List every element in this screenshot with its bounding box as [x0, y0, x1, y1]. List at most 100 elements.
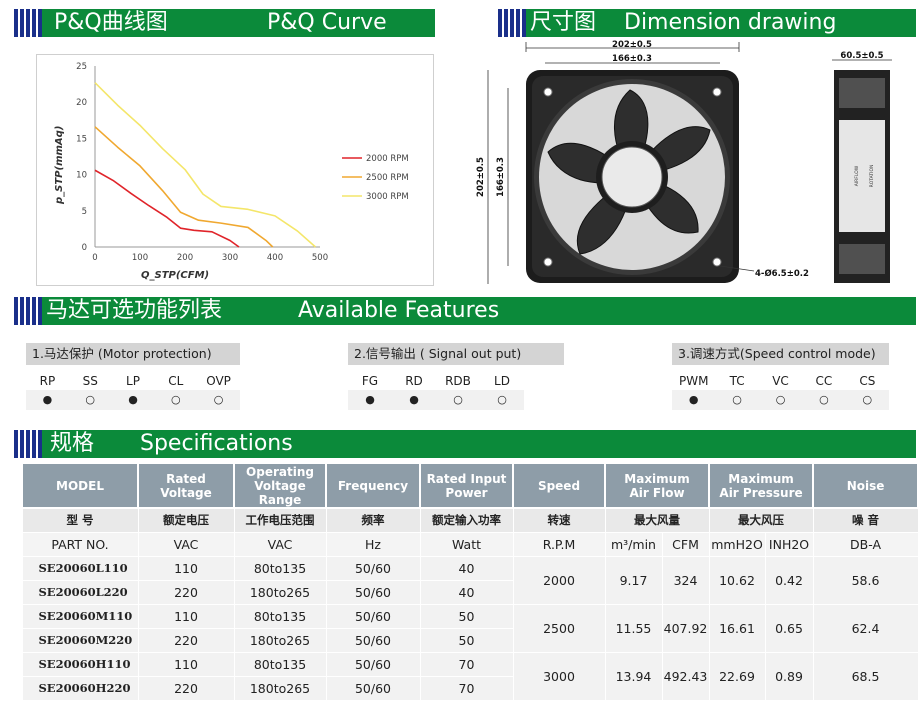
y-tick-label: 15 — [76, 134, 87, 144]
speed-cell: 3000 — [512, 651, 606, 701]
feature-unselected-dot: ○ — [758, 390, 803, 410]
part-number-cell: SE20060L110 — [21, 555, 139, 581]
unit-speed: R.P.M — [512, 531, 606, 557]
overall-height-label: 202±0.5 — [476, 157, 486, 197]
noise-cell: 58.6 — [812, 555, 919, 605]
airflow-cfm-cell: 407.92 — [661, 603, 710, 653]
rated-voltage-cell: 220 — [137, 579, 235, 605]
motor-protection-codes: RP ● SS ○ LP ● CL ○ OVP ○ — [26, 372, 240, 410]
speed-cell: 2500 — [512, 603, 606, 653]
voltage-range-cell: 80to135 — [233, 555, 327, 581]
feature-selected-dot: ● — [348, 390, 392, 410]
pressure-mm-cell: 10.62 — [708, 555, 766, 605]
power-cell: 50 — [419, 627, 514, 653]
pq-title-en: P&Q Curve — [267, 10, 387, 35]
airflow-m3-cell: 13.94 — [604, 651, 663, 701]
rated-voltage-cell: 110 — [137, 555, 235, 581]
y-tick-label: 25 — [76, 62, 87, 72]
pq-title-cn: P&Q曲线图 — [54, 10, 168, 35]
unit-part: PART NO. — [21, 531, 139, 557]
unit-airflow-cfm: CFM — [661, 531, 710, 557]
side-rotation-label: ROTATION — [869, 165, 875, 188]
feature-selected-dot: ● — [672, 390, 716, 410]
noise-cell: 68.5 — [812, 651, 919, 701]
feature-code-rp: RP ● — [26, 372, 69, 410]
feature-unselected-dot: ○ — [845, 390, 890, 410]
motor-protection-group: 1.马达保护 (Motor protection) RP ● SS ○ LP ● CL ○ OV… — [26, 343, 240, 410]
motor-protection-title: 1.马达保护 (Motor protection) — [26, 343, 240, 365]
header-air-flow: Maximum Air Flow — [603, 462, 711, 509]
feature-code-label: CL — [168, 374, 184, 388]
dimension-drawing-header: 尺寸图 Dimension drawing — [498, 9, 916, 37]
feature-code-ld: LD ○ — [480, 372, 524, 410]
specs-title-en: Specifications — [140, 431, 293, 456]
header-air-pressure: Maximum Air Pressure — [708, 462, 815, 509]
table-row: SE20060M110 110 80to135 50/60 50 2500 11.55 407… — [21, 603, 919, 653]
pressure-inh-cell: 0.42 — [764, 555, 814, 605]
cn-frequency: 频率 — [325, 507, 421, 533]
power-cell: 50 — [419, 603, 514, 629]
cn-airflow: 最大风量 — [604, 507, 710, 533]
frequency-cell: 50/60 — [325, 627, 421, 653]
table-cn-header-row: 型 号 额定电压 工作电压范围 频率 额定输入功率 转速 最大风量 最大风压 噪… — [21, 507, 919, 533]
cn-noise: 噪 音 — [812, 507, 919, 533]
feature-unselected-dot: ○ — [197, 390, 240, 410]
specs-title-cn: 规格 — [50, 431, 95, 456]
features-title-cn: 马达可选功能列表 — [46, 298, 223, 323]
rated-voltage-cell: 110 — [137, 603, 235, 629]
header-stripe-decoration — [14, 297, 42, 325]
feature-selected-dot: ● — [392, 390, 436, 410]
cn-model: 型 号 — [21, 507, 139, 533]
hole-callout-label: 4-Ø6.5±0.2 — [755, 268, 809, 279]
side-rib — [839, 244, 885, 274]
header-stripe-decoration — [14, 430, 42, 458]
y-tick-label: 5 — [82, 207, 87, 217]
feature-code-label: RDB — [445, 374, 471, 388]
feature-code-cc: CC ○ — [802, 372, 846, 410]
header-model: MODEL — [21, 462, 139, 509]
frequency-cell: 50/60 — [325, 555, 421, 581]
header-stripe-decoration — [14, 9, 42, 37]
legend-label: 2500 RPM — [366, 173, 409, 183]
y-axis-label: p_STP(mmAq) — [54, 126, 65, 205]
legend-label: 3000 RPM — [366, 192, 409, 202]
side-airflow-label: AIRFLOW — [854, 165, 860, 186]
header-operating-range: Operating Voltage Range — [233, 462, 327, 509]
unit-frequency: Hz — [325, 531, 421, 557]
feature-code-lp: LP ● — [111, 372, 155, 410]
legend-label: 2000 RPM — [366, 154, 409, 164]
header-line: Operating — [246, 464, 314, 479]
feature-code-label: VC — [772, 374, 789, 388]
series-line-3000-rpm — [94, 82, 317, 248]
pressure-inh-cell: 0.65 — [764, 603, 814, 653]
cn-pressure: 最大风压 — [708, 507, 814, 533]
feature-code-rdb: RDB ○ — [436, 372, 480, 410]
x-tick-label: 400 — [267, 253, 283, 263]
features-header: 马达可选功能列表 Available Features — [14, 297, 916, 325]
header-line: Voltage Range — [254, 478, 306, 507]
cn-power: 额定输入功率 — [419, 507, 514, 533]
x-tick-label: 100 — [132, 253, 148, 263]
pressure-inh-cell: 0.89 — [764, 651, 814, 701]
fan-hub-cap — [601, 146, 663, 208]
specifications-header: 规格 Specifications — [14, 430, 916, 458]
feature-code-label: OVP — [206, 374, 231, 388]
x-axis-label: Q_STP(CFM) — [141, 270, 209, 281]
dim-title-cn: 尺寸图 — [530, 10, 597, 35]
feature-code-label: RP — [39, 374, 56, 388]
header-line: Air Pressure — [719, 485, 803, 500]
feature-unselected-dot: ○ — [436, 390, 480, 410]
feature-code-label: TC — [729, 374, 745, 388]
x-tick-label: 0 — [92, 253, 97, 263]
part-number-cell: SE20060H110 — [21, 651, 139, 677]
series-line-2500-rpm — [94, 126, 274, 248]
features-title-en: Available Features — [298, 298, 500, 323]
pq-curve-header: P&Q曲线图 P&Q Curve — [14, 9, 435, 37]
feature-selected-dot: ● — [111, 390, 155, 410]
header-frequency: Frequency — [325, 462, 421, 509]
feature-code-label: CS — [859, 374, 876, 388]
rated-voltage-cell: 110 — [137, 651, 235, 677]
voltage-range-cell: 180to265 — [233, 579, 327, 605]
header-line: Rated Input — [426, 471, 507, 486]
pq-curve-chart: 0 100 200 300 400 500 0 5 10 15 20 25 2000 RPM 2500 … — [36, 54, 434, 286]
